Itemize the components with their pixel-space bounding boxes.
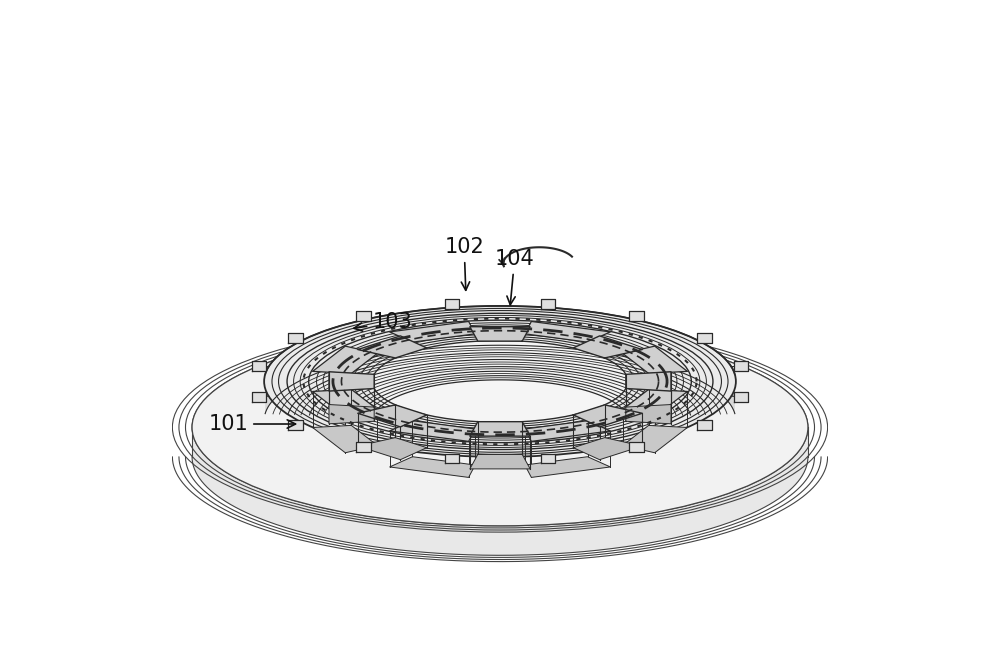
Polygon shape	[252, 392, 266, 401]
Text: 102: 102	[444, 237, 484, 290]
Polygon shape	[626, 405, 671, 424]
Polygon shape	[573, 336, 642, 358]
Polygon shape	[329, 405, 374, 424]
Polygon shape	[313, 426, 377, 453]
Polygon shape	[356, 311, 371, 321]
Polygon shape	[734, 361, 748, 371]
Polygon shape	[390, 457, 475, 478]
Polygon shape	[252, 361, 266, 371]
Polygon shape	[623, 346, 687, 374]
Polygon shape	[329, 372, 374, 391]
Polygon shape	[358, 405, 427, 427]
Polygon shape	[623, 426, 687, 453]
Ellipse shape	[372, 341, 628, 422]
Polygon shape	[358, 336, 427, 358]
Polygon shape	[313, 390, 377, 417]
Polygon shape	[697, 333, 712, 343]
Polygon shape	[313, 346, 377, 374]
Polygon shape	[541, 453, 555, 463]
Polygon shape	[629, 442, 644, 451]
Text: 104: 104	[495, 249, 535, 305]
Polygon shape	[390, 322, 475, 342]
Polygon shape	[525, 322, 610, 342]
Polygon shape	[192, 427, 808, 555]
Polygon shape	[470, 327, 530, 341]
Polygon shape	[265, 306, 735, 414]
Polygon shape	[358, 438, 427, 460]
Polygon shape	[445, 299, 459, 309]
Text: 101: 101	[208, 414, 296, 434]
Polygon shape	[697, 420, 712, 430]
Polygon shape	[525, 457, 610, 478]
Polygon shape	[264, 306, 736, 457]
Polygon shape	[525, 420, 610, 442]
Ellipse shape	[192, 329, 808, 526]
Polygon shape	[470, 455, 530, 469]
Polygon shape	[541, 299, 555, 309]
Polygon shape	[470, 422, 530, 436]
Polygon shape	[288, 333, 303, 343]
Polygon shape	[629, 311, 644, 321]
Polygon shape	[573, 405, 642, 427]
Polygon shape	[573, 438, 642, 460]
Polygon shape	[356, 442, 371, 451]
Polygon shape	[734, 392, 748, 401]
Text: 103: 103	[354, 313, 412, 332]
Polygon shape	[288, 420, 303, 430]
Polygon shape	[390, 420, 475, 442]
Polygon shape	[445, 453, 459, 463]
Polygon shape	[626, 372, 671, 391]
Polygon shape	[623, 390, 687, 417]
